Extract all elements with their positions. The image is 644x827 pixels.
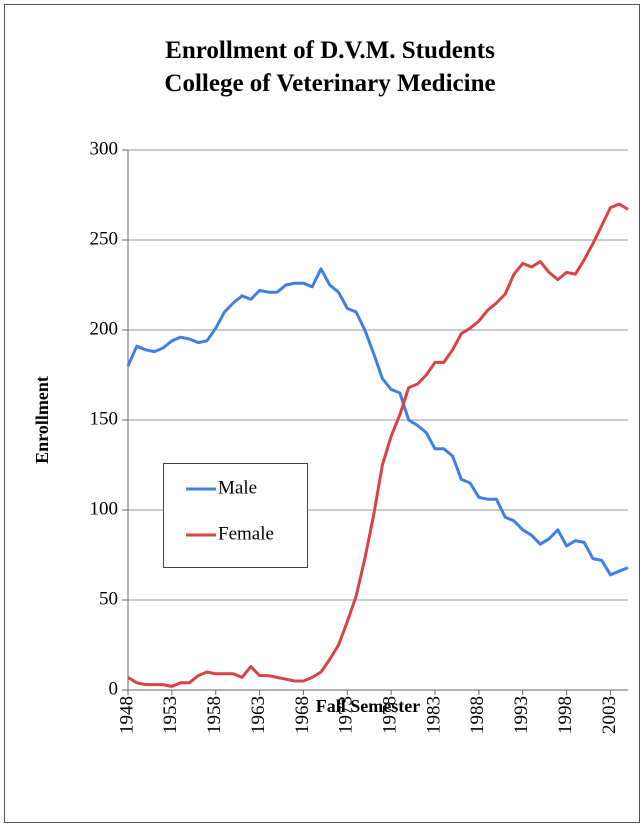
x-tick-label: 1963 <box>248 696 269 734</box>
frame <box>4 4 640 823</box>
y-tick-label: 250 <box>90 228 119 249</box>
line-series <box>126 267 629 577</box>
chart-subtitle: College of Veterinary Medicine <box>164 70 495 97</box>
x-tick-label: 1978 <box>380 696 401 734</box>
legend-box <box>163 463 308 568</box>
x-tick-label: 1953 <box>160 696 181 734</box>
x-axis-title: Fall Semester <box>316 696 420 716</box>
x-tick-label: 1948 <box>116 696 137 734</box>
x-tick-label: 1993 <box>511 696 532 734</box>
y-tick-label: 0 <box>109 678 119 699</box>
y-axis-title: Enrollment <box>32 376 52 464</box>
legend-label: Female <box>218 523 274 544</box>
x-tick-label: 1988 <box>467 696 488 734</box>
x-tick-label: 1998 <box>555 696 576 734</box>
y-tick-label: 150 <box>90 408 119 429</box>
x-tick-label: 1958 <box>204 696 225 734</box>
y-tick-label: 300 <box>90 138 119 159</box>
x-tick-label: 1983 <box>423 696 444 734</box>
chart-title: Enrollment of D.V.M. Students <box>165 37 495 64</box>
y-tick-label: 50 <box>99 588 118 609</box>
y-tick-label: 100 <box>90 498 119 519</box>
line-series <box>127 202 629 688</box>
x-tick-label: 2003 <box>599 696 620 734</box>
legend-label: Male <box>218 477 257 498</box>
y-tick-label: 200 <box>90 318 119 339</box>
x-tick-label: 1968 <box>292 696 313 734</box>
x-tick-label: 1973 <box>336 696 357 734</box>
